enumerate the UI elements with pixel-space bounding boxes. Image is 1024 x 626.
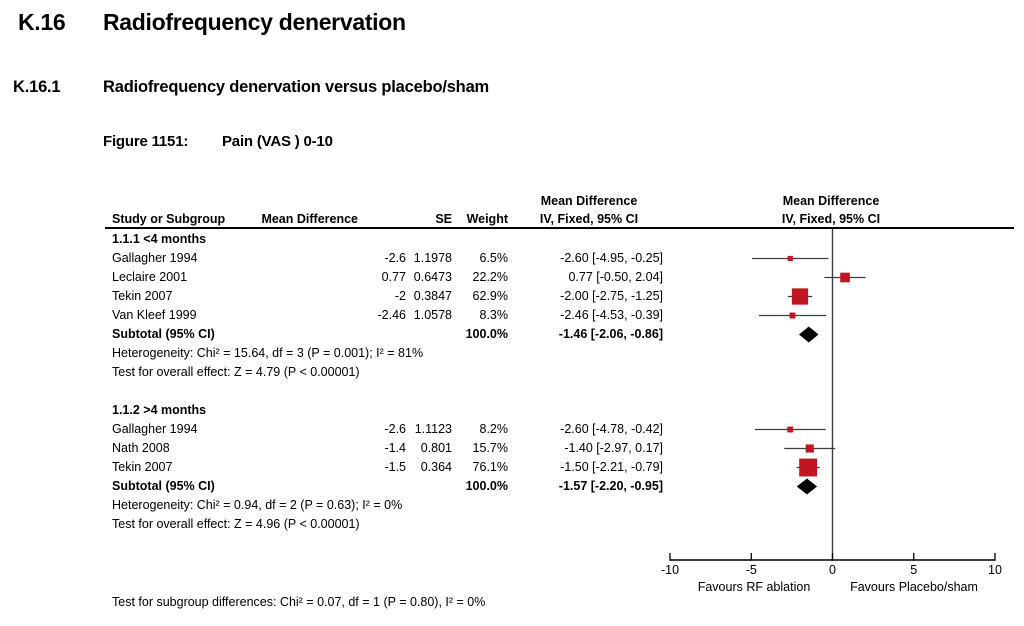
table-row: 1.1.2 >4 months xyxy=(0,401,1024,420)
axis-favours-left-label: Favours RF ablation xyxy=(698,580,811,594)
table-row: Test for overall effect: Z = 4.79 (P < 0… xyxy=(0,363,1024,382)
subtotal-weight: 100.0% xyxy=(465,479,508,493)
subtotal-label: Subtotal (95% CI) xyxy=(112,327,215,341)
axis-tick-label: 0 xyxy=(829,563,836,577)
table-row: Tekin 2007 -1.5 0.364 76.1% -1.50 [-2.21, -0… xyxy=(0,458,1024,477)
study-mean-difference: -2 xyxy=(394,289,406,303)
study-mean-difference: 0.77 xyxy=(381,270,406,284)
col-header-se: SE xyxy=(435,212,452,226)
table-row: Test for overall effect: Z = 4.96 (P < 0… xyxy=(0,515,1024,534)
study-weight: 22.2% xyxy=(472,270,508,284)
table-row: Subtotal (95% CI) 100.0% -1.46 [-2.06, -0.… xyxy=(0,325,1024,344)
overall-effect-note: Test for overall effect: Z = 4.79 (P < 0… xyxy=(112,365,360,379)
study-se: 0.6473 xyxy=(413,270,452,284)
study-name: Van Kleef 1999 xyxy=(112,308,197,322)
axis-tick-label: -10 xyxy=(661,563,679,577)
study-ci-text: -1.40 [-2.97, 0.17] xyxy=(564,441,663,455)
section-number: K.16 xyxy=(18,9,66,35)
subgroup-label: 1.1.2 >4 months xyxy=(112,403,207,417)
subtotal-ci-text: -1.57 [-2.20, -0.95] xyxy=(558,479,663,493)
study-ci-text: -1.50 [-2.21, -0.79] xyxy=(560,460,663,474)
subgroup-difference-note: Test for subgroup differences: Chi² = 0.… xyxy=(112,595,486,609)
study-weight: 6.5% xyxy=(479,251,509,265)
study-se: 1.1978 xyxy=(413,251,452,265)
study-weight: 76.1% xyxy=(472,460,508,474)
table-row: Nath 2008 -1.4 0.801 15.7% -1.40 [-2.97, 0.1… xyxy=(0,439,1024,458)
study-ci-text: -2.46 [-4.53, -0.39] xyxy=(560,308,663,322)
table-row: Gallagher 1994 -2.6 1.1123 8.2% -2.60 [-4.78… xyxy=(0,420,1024,439)
study-name: Gallagher 1994 xyxy=(112,251,198,265)
table-row: Heterogeneity: Chi² = 15.64, df = 3 (P =… xyxy=(0,344,1024,363)
heterogeneity-note: Heterogeneity: Chi² = 0.94, df = 2 (P = … xyxy=(112,498,403,512)
col-header-plot-line1: Mean Difference xyxy=(782,194,880,208)
section-title: Radiofrequency denervation xyxy=(103,9,406,35)
study-name: Gallagher 1994 xyxy=(112,422,198,436)
study-name: Nath 2008 xyxy=(112,441,170,455)
heterogeneity-note: Heterogeneity: Chi² = 15.64, df = 3 (P =… xyxy=(112,346,424,360)
axis-tick-label: -5 xyxy=(746,563,757,577)
study-weight: 8.3% xyxy=(479,308,509,322)
table-row: Tekin 2007 -2 0.3847 62.9% -2.00 [-2.75, -1.… xyxy=(0,287,1024,306)
col-header-weight: Weight xyxy=(466,212,508,226)
study-mean-difference: -1.5 xyxy=(384,460,406,474)
study-se: 0.364 xyxy=(420,460,452,474)
header-rule xyxy=(105,227,1014,229)
overall-effect-note: Test for overall effect: Z = 4.96 (P < 0… xyxy=(112,517,360,531)
table-row: 1.1.1 <4 months xyxy=(0,230,1024,249)
subtotal-weight: 100.0% xyxy=(465,327,508,341)
table-row: Gallagher 1994 -2.6 1.1978 6.5% -2.60 [-4.95… xyxy=(0,249,1024,268)
study-se: 1.0578 xyxy=(413,308,452,322)
subtotal-ci-text: -1.46 [-2.06, -0.86] xyxy=(558,327,663,341)
col-header-ci-line2: IV, Fixed, 95% CI xyxy=(539,212,639,226)
study-name: Tekin 2007 xyxy=(112,289,173,303)
study-ci-text: -2.00 [-2.75, -1.25] xyxy=(560,289,663,303)
col-header-md: Mean Difference xyxy=(261,212,358,226)
study-mean-difference: -2.6 xyxy=(384,251,406,265)
axis-favours-right-label: Favours Placebo/sham xyxy=(850,580,978,594)
subtotal-label: Subtotal (95% CI) xyxy=(112,479,215,493)
study-se: 1.1123 xyxy=(414,422,452,436)
study-se: 0.801 xyxy=(420,441,452,455)
subsection-number: K.16.1 xyxy=(13,78,61,96)
study-ci-text: -2.60 [-4.95, -0.25] xyxy=(560,251,663,265)
figure-label: Figure 1151: xyxy=(103,133,189,150)
study-mean-difference: -2.46 xyxy=(377,308,407,322)
study-se: 0.3847 xyxy=(413,289,452,303)
study-mean-difference: -2.6 xyxy=(384,422,406,436)
subsection-title: Radiofrequency denervation versus placeb… xyxy=(103,78,490,96)
axis-tick-label: 10 xyxy=(988,563,1002,577)
study-ci-text: 0.77 [-0.50, 2.04] xyxy=(568,270,663,284)
subgroup-label: 1.1.1 <4 months xyxy=(112,232,207,246)
table-row: Subtotal (95% CI) 100.0% -1.57 [-2.20, -0.… xyxy=(0,477,1024,496)
col-header-study: Study or Subgroup xyxy=(112,212,226,226)
axis-tick-label: 5 xyxy=(910,563,917,577)
study-name: Tekin 2007 xyxy=(112,460,173,474)
study-ci-text: -2.60 [-4.78, -0.42] xyxy=(560,422,663,436)
study-weight: 15.7% xyxy=(472,441,508,455)
study-mean-difference: -1.4 xyxy=(384,441,406,455)
col-header-ci-line1: Mean Difference xyxy=(540,194,638,208)
table-row: Heterogeneity: Chi² = 0.94, df = 2 (P = … xyxy=(0,496,1024,515)
study-weight: 62.9% xyxy=(472,289,508,303)
table-row: Van Kleef 1999 -2.46 1.0578 8.3% -2.46 [-4.5… xyxy=(0,306,1024,325)
col-header-plot-line2: IV, Fixed, 95% CI xyxy=(781,212,881,226)
study-weight: 8.2% xyxy=(479,422,509,436)
figure-title: Pain (VAS ) 0-10 xyxy=(222,133,333,150)
table-row: Leclaire 2001 0.77 0.6473 22.2% 0.77 [-0.50,… xyxy=(0,268,1024,287)
study-name: Leclaire 2001 xyxy=(112,270,188,284)
